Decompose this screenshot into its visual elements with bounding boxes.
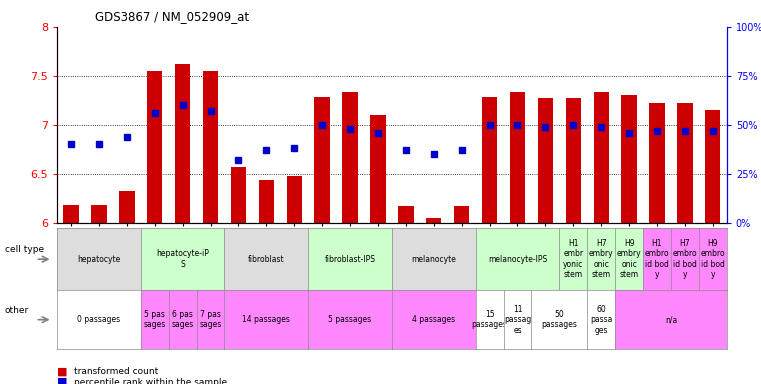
Bar [259,180,274,223]
Text: GDS3867 / NM_052909_at: GDS3867 / NM_052909_at [95,10,250,23]
Bar [538,98,553,223]
Text: other: other [5,306,29,315]
Text: melanocyte: melanocyte [412,255,456,264]
Text: H9
embro
id bod
y: H9 embro id bod y [700,239,725,279]
Text: 15
passages: 15 passages [472,310,508,329]
Text: melanocyte-IPS: melanocyte-IPS [488,255,547,264]
Bar [91,205,107,223]
Bar [287,176,302,223]
Text: hepatocyte-iP
S: hepatocyte-iP S [156,250,209,269]
Bar [677,103,693,223]
Bar [565,98,581,223]
Text: transformed count: transformed count [74,367,158,376]
Bar [147,71,162,223]
Text: ■: ■ [57,377,68,384]
Bar [63,205,78,223]
Text: 14 passages: 14 passages [243,315,290,324]
Bar [622,96,637,223]
Bar [371,115,386,223]
Bar [314,98,330,223]
Bar [510,93,525,223]
Text: n/a: n/a [665,315,677,324]
Bar [231,167,246,223]
Bar [454,206,470,223]
Bar [649,103,664,223]
Text: H1
embro
id bod
y: H1 embro id bod y [645,239,670,279]
Text: H7
embry
onic
stem: H7 embry onic stem [589,239,613,279]
Bar [342,93,358,223]
Text: 6 pas
sages: 6 pas sages [171,310,194,329]
Text: 0 passages: 0 passages [78,315,120,324]
Bar [482,98,497,223]
Text: fibroblast-IPS: fibroblast-IPS [324,255,376,264]
Text: 60
passa
ges: 60 passa ges [590,305,613,334]
Bar [426,218,441,223]
Text: 4 passages: 4 passages [412,315,455,324]
Text: 5 passages: 5 passages [329,315,371,324]
Text: hepatocyte: hepatocyte [78,255,120,264]
Bar [119,191,135,223]
Text: 5 pas
sages: 5 pas sages [144,310,166,329]
Bar [398,206,413,223]
Bar [175,64,190,223]
Bar [594,93,609,223]
Text: 11
passag
es: 11 passag es [504,305,531,334]
Text: percentile rank within the sample: percentile rank within the sample [74,377,227,384]
Text: fibroblast: fibroblast [248,255,285,264]
Bar [203,71,218,223]
Text: H9
embry
onic
stem: H9 embry onic stem [616,239,642,279]
Text: 50
passages: 50 passages [541,310,578,329]
Text: 7 pas
sages: 7 pas sages [199,310,221,329]
Text: H1
embr
yonic
stem: H1 embr yonic stem [563,239,584,279]
Text: ■: ■ [57,366,68,376]
Text: H7
embro
id bod
y: H7 embro id bod y [673,239,697,279]
Text: cell type: cell type [5,245,43,255]
Bar [705,110,721,223]
